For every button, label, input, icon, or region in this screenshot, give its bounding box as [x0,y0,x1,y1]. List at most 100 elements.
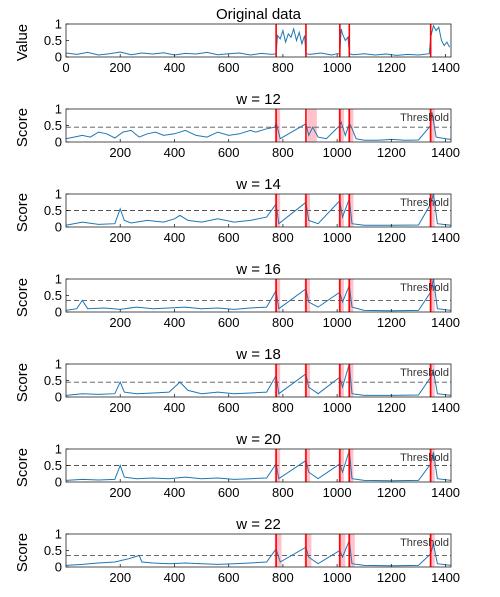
y-tick-label-2: 1 [55,272,62,287]
y-axis-label: Score [14,278,31,317]
y-tick-label-1: 0.5 [44,373,62,388]
threshold-label: Threshold [400,367,449,379]
y-axis-label: Score [14,533,31,572]
x-tick-label-4: 1000 [323,485,352,500]
x-tick-label-2: 600 [218,570,240,585]
x-tick-label-0: 200 [109,400,131,415]
x-tick-label-5: 1200 [377,570,406,585]
y-axis-label: Score [14,108,31,147]
x-tick-label-4: 800 [272,60,294,75]
x-tick-label-2: 600 [218,230,240,245]
subplot-title: w = 12 [235,91,281,108]
highlight-span-2 [338,534,346,567]
x-tick-label-2: 600 [218,485,240,500]
y-tick-label-2: 1 [55,187,62,202]
x-tick-label-0: 200 [109,570,131,585]
x-tick-label-0: 200 [109,145,131,160]
highlight-span-0 [274,364,281,397]
x-tick-label-1: 400 [164,145,186,160]
highlight-span-3 [347,534,355,567]
highlight-span-4 [429,279,435,312]
x-tick-label-1: 400 [164,315,186,330]
x-tick-label-5: 1200 [377,230,406,245]
y-axis-label: Score [14,448,31,487]
highlight-span-1 [304,534,312,567]
x-tick-label-5: 1200 [377,485,406,500]
x-tick-label-1: 200 [109,60,131,75]
highlight-span-0 [274,534,282,567]
x-tick-label-6: 1400 [431,570,460,585]
series-line-0 [65,193,452,226]
y-tick-label-2: 1 [55,527,62,542]
x-tick-label-6: 1400 [431,230,460,245]
highlight-span-4 [429,109,435,142]
x-tick-label-6: 1400 [431,315,460,330]
x-tick-label-4: 1000 [323,400,352,415]
threshold-label: Threshold [400,197,449,209]
x-tick-label-6: 1400 [431,400,460,415]
x-tick-label-5: 1000 [323,60,352,75]
subplot-title: w = 20 [235,431,281,448]
threshold-label: Threshold [400,452,449,464]
x-tick-label-0: 200 [109,230,131,245]
threshold-label: Threshold [400,537,449,549]
series-line-0 [65,278,452,312]
x-tick-label-2: 600 [218,400,240,415]
x-tick-label-4: 1000 [323,145,352,160]
x-tick-label-1: 400 [164,400,186,415]
x-tick-label-2: 400 [164,60,186,75]
highlight-span-1 [307,109,317,142]
threshold-label: Threshold [400,112,449,124]
x-tick-label-6: 1400 [431,485,460,500]
subplot-title: w = 22 [235,516,281,533]
y-tick-label-0: 0 [55,560,62,575]
highlight-span-0 [274,109,281,142]
y-tick-label-0: 0 [55,305,62,320]
x-tick-label-5: 1200 [377,315,406,330]
x-tick-label-1: 400 [164,485,186,500]
x-tick-label-4: 1000 [323,315,352,330]
y-tick-label-0: 0 [55,475,62,490]
x-tick-label-1: 400 [164,570,186,585]
y-axis-label: Score [14,363,31,402]
highlight-span-4 [429,449,435,482]
axes-box [65,108,452,143]
x-tick-label-3: 600 [218,60,240,75]
x-tick-label-0: 200 [109,485,131,500]
x-tick-label-2: 600 [218,315,240,330]
series-line-0 [65,538,452,567]
y-axis-label: Value [14,24,31,61]
x-tick-label-1: 400 [164,230,186,245]
y-tick-label-0: 0 [55,135,62,150]
highlight-span-2 [338,109,344,142]
y-tick-label-2: 1 [55,17,62,32]
x-tick-label-3: 800 [272,485,294,500]
y-tick-label-1: 0.5 [44,33,62,48]
x-tick-label-5: 1200 [377,145,406,160]
y-tick-label-1: 0.5 [44,203,62,218]
threshold-label: Threshold [400,282,449,294]
highlight-span-4 [429,194,435,227]
y-tick-label-0: 0 [55,220,62,235]
y-tick-label-0: 0 [55,390,62,405]
x-tick-label-4: 1000 [323,570,352,585]
x-tick-label-6: 1400 [431,145,460,160]
y-tick-label-1: 0.5 [44,458,62,473]
x-tick-label-3: 800 [272,570,294,585]
y-axis-label: Score [14,193,31,232]
x-tick-label-7: 1400 [431,60,460,75]
series-line-0 [65,112,452,141]
x-tick-label-4: 1000 [323,230,352,245]
subplot-title: w = 16 [235,261,281,278]
x-tick-label-5: 1200 [377,400,406,415]
y-tick-label-0: 0 [55,50,62,65]
x-tick-label-0: 200 [109,315,131,330]
x-tick-label-3: 800 [272,400,294,415]
subplot-title: Original data [216,6,302,23]
